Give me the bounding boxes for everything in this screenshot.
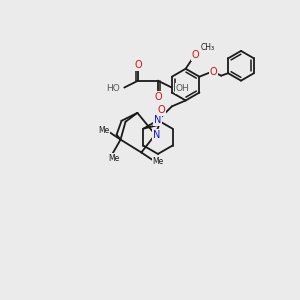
Text: O: O: [134, 60, 142, 70]
Text: HO: HO: [106, 84, 120, 93]
Text: Me: Me: [108, 154, 119, 163]
Text: O: O: [209, 67, 217, 77]
Text: N: N: [152, 130, 160, 140]
Text: N: N: [154, 115, 162, 125]
Text: O: O: [192, 50, 200, 60]
Text: OH: OH: [176, 84, 190, 93]
Text: Me: Me: [98, 126, 109, 135]
Text: O: O: [158, 105, 165, 115]
Text: Me: Me: [153, 157, 164, 166]
Text: CH₃: CH₃: [200, 44, 214, 52]
Text: O: O: [154, 92, 162, 101]
